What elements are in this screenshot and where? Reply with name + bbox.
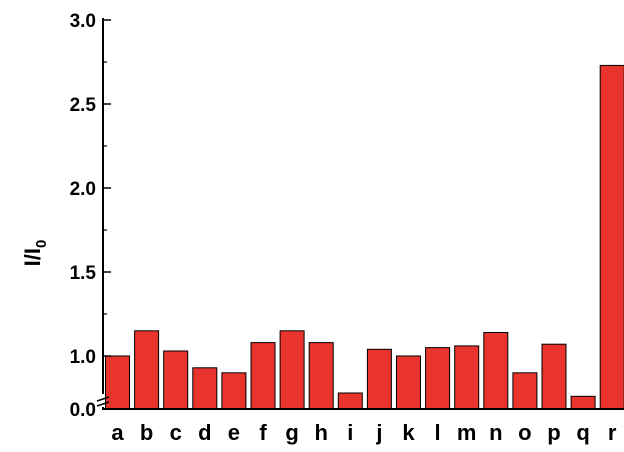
bar-l [426,348,450,409]
bar-j [367,349,391,409]
y-tick-label: 2.0 [70,179,96,200]
y-tick-label: 0.0 [70,400,96,421]
y-tick-label: 1.5 [70,263,97,284]
y-tick-label: 2.5 [70,95,97,116]
bar-o [513,373,537,409]
bars-layer [106,65,624,409]
x-tick-label-m: m [457,420,477,445]
y-tick-label: 3.0 [70,11,96,32]
x-tick-label-g: g [285,420,298,445]
bar-e [222,373,246,409]
bar-q [571,396,595,409]
y-axis-title-main: I/I [20,248,45,266]
bar-n [484,333,508,410]
x-tick-label-a: a [111,420,124,445]
bar-r [600,65,624,409]
x-tick-label-j: j [375,420,382,445]
x-tick-label-h: h [314,420,327,445]
x-tick-label-p: p [547,420,560,445]
y-axis-title: I/I0 [20,240,50,267]
x-tick-label-q: q [576,420,589,445]
x-tick-label-e: e [228,420,240,445]
x-tick-label-r: r [608,420,617,445]
x-tick-label-k: k [402,420,415,445]
x-tick-label-c: c [170,420,182,445]
bar-p [542,344,566,409]
x-tick-label-l: l [435,420,441,445]
bar-g [280,331,304,409]
bar-b [135,331,159,409]
x-tick-label-f: f [259,420,267,445]
x-tick-label-o: o [518,420,531,445]
x-tick-label-n: n [489,420,502,445]
y-axis-title-subscript: 0 [33,240,50,248]
bar-c [164,351,188,409]
x-tick-label-b: b [140,420,153,445]
bar-k [397,356,421,409]
y-tick-label: 1.0 [70,347,96,368]
bar-m [455,346,479,409]
x-tick-label-d: d [198,420,211,445]
bar-a [106,356,130,409]
bar-d [193,368,217,409]
bar-i [338,393,362,409]
bar-h [309,343,333,409]
bar-f [251,343,275,409]
x-tick-label-i: i [347,420,353,445]
